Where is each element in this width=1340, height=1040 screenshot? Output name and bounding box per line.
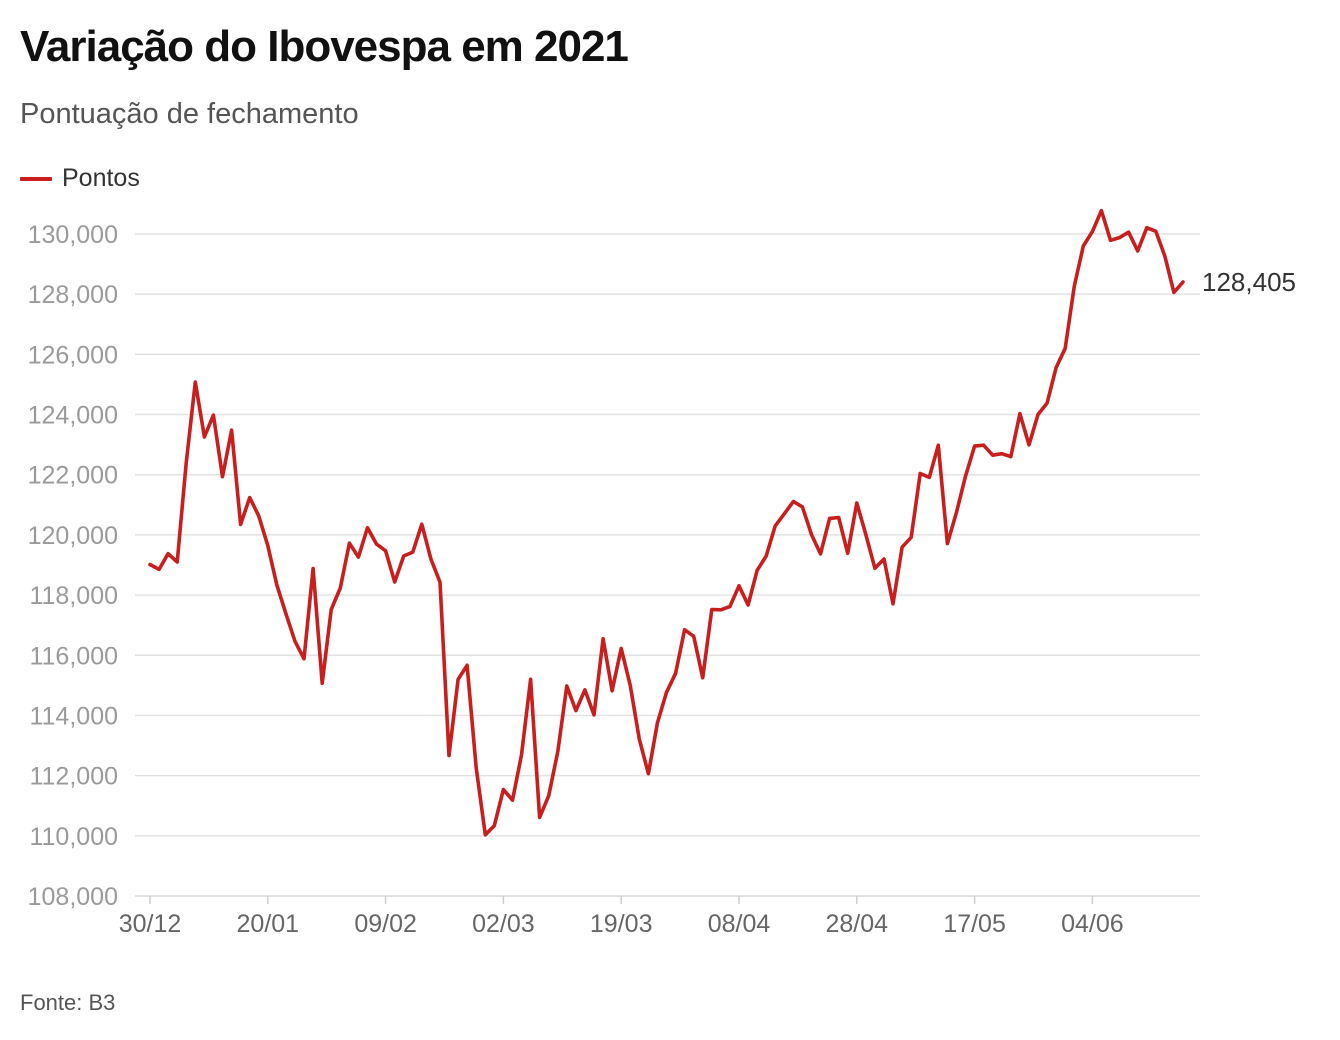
y-tick-label: 124,000 [28, 402, 118, 430]
y-tick-label: 110,000 [29, 823, 118, 851]
legend-swatch [20, 176, 52, 181]
y-tick-label: 128,000 [28, 281, 118, 309]
chart-title: Variação do Ibovespa em 2021 [20, 22, 629, 71]
y-tick-label: 116,000 [29, 642, 118, 670]
chart-subtitle: Pontuação de fechamento [20, 98, 359, 130]
grid-lines [135, 233, 1200, 897]
y-tick-label: 122,000 [28, 462, 118, 490]
y-tick-label: 112,000 [29, 763, 118, 791]
legend: Pontos [20, 164, 140, 193]
x-tick-label: 09/02 [354, 910, 417, 938]
source-note: Fonte: B3 [20, 990, 116, 1015]
x-tick-label: 04/06 [1061, 910, 1124, 938]
y-tick-label: 120,000 [28, 522, 118, 550]
y-tick-label: 126,000 [28, 341, 118, 369]
x-tick-label: 30/12 [119, 910, 182, 938]
y-tick-label: 130,000 [28, 221, 118, 249]
x-axis-ticks: 30/12 20/01 09/02 02/03 19/03 08/04 28/04 17/05… [119, 896, 1124, 938]
y-axis-ticks: 108,000 110,000 112,000 114,000 116,000 118,0… [28, 221, 118, 911]
legend-label: Pontos [62, 164, 140, 192]
end-value-label: 128,405 [1202, 267, 1296, 297]
x-tick-label: 17/05 [943, 910, 1006, 938]
x-tick-label: 19/03 [590, 910, 653, 938]
x-tick-label: 08/04 [708, 910, 771, 938]
x-tick-label: 20/01 [237, 910, 300, 938]
x-tick-label: 02/03 [472, 910, 535, 938]
y-tick-label: 108,000 [28, 883, 118, 911]
y-tick-label: 118,000 [29, 582, 118, 610]
series-layer [148, 208, 1185, 837]
series-line-pontos [148, 208, 1185, 837]
annotation-layer: 128,405 [1202, 267, 1296, 297]
y-tick-label: 114,000 [29, 702, 118, 730]
x-tick-label: 28/04 [826, 910, 889, 938]
